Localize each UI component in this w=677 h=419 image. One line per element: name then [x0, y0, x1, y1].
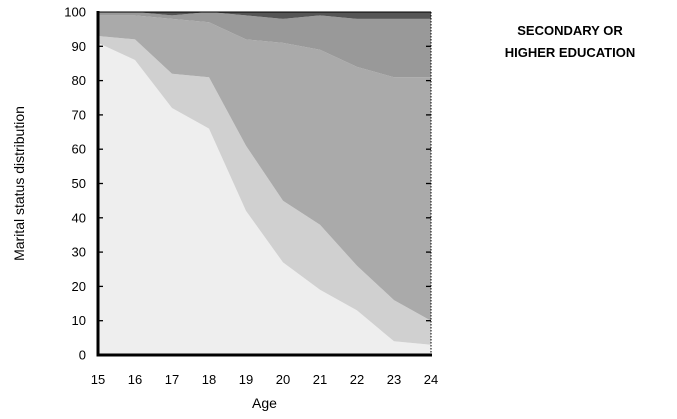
y-axis-ticks: 0 10 20 30 40 50 60 70 80 90 100 — [64, 5, 431, 363]
y-tick-label: 60 — [72, 142, 86, 157]
x-tick-label: 16 — [128, 372, 142, 387]
area-band-5 — [98, 12, 431, 19]
chart-title-line-1: SECONDARY OR — [517, 23, 623, 38]
area-band-3 — [98, 15, 431, 321]
y-tick-label: 20 — [72, 279, 86, 294]
x-tick-label: 23 — [387, 372, 401, 387]
x-tick-label: 15 — [91, 372, 105, 387]
y-tick-label: 40 — [72, 210, 86, 225]
x-tick-label: 24 — [424, 372, 438, 387]
y-tick-label: 70 — [72, 107, 86, 122]
y-axis-label: Marital status distribution — [11, 106, 27, 261]
area-band-1 — [98, 42, 431, 356]
x-tick-label: 19 — [239, 372, 253, 387]
y-tick-label: 80 — [72, 73, 86, 88]
y-tick-label: 10 — [72, 313, 86, 328]
chart-areas — [98, 12, 431, 356]
x-tick-label: 21 — [313, 372, 327, 387]
x-axis-ticks: 15 16 17 18 19 20 21 22 23 24 — [91, 372, 438, 387]
chart-title: SECONDARY OR HIGHER EDUCATION — [470, 20, 670, 64]
area-band-2 — [98, 36, 431, 345]
chart-title-line-2: HIGHER EDUCATION — [504, 45, 636, 60]
x-tick-label: 17 — [165, 372, 179, 387]
y-tick-label: 90 — [72, 39, 86, 54]
y-tick-label: 30 — [72, 245, 86, 260]
y-tick-label: 50 — [72, 176, 86, 191]
x-tick-label: 20 — [276, 372, 290, 387]
y-tick-label: 0 — [79, 348, 86, 363]
y-tick-label: 100 — [64, 5, 86, 20]
x-axis-label: Age — [252, 395, 277, 411]
x-tick-label: 18 — [202, 372, 216, 387]
area-band-4 — [98, 12, 431, 78]
x-tick-label: 22 — [350, 372, 364, 387]
